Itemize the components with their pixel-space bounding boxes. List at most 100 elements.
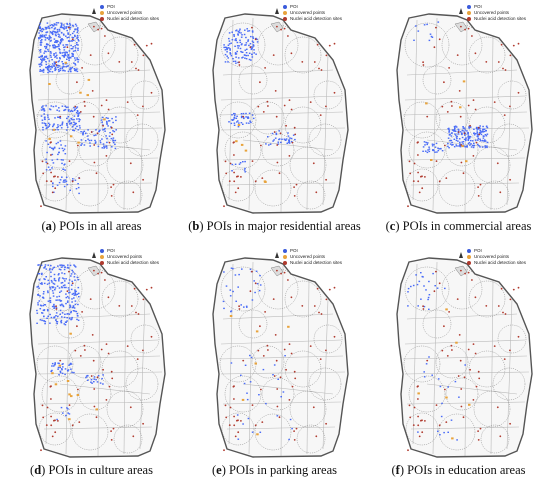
poi-point [38, 287, 40, 289]
detection-site [132, 191, 135, 194]
detection-site [100, 271, 103, 274]
poi-point [57, 45, 59, 48]
poi-point [36, 286, 38, 288]
coverage-circle [492, 123, 526, 157]
detection-site [472, 399, 475, 401]
detection-site [309, 101, 312, 103]
detection-site [233, 424, 236, 427]
poi-point [59, 291, 61, 293]
poi-point [62, 304, 64, 307]
detection-site [259, 81, 261, 84]
poi-point [276, 415, 279, 417]
poi-point [41, 54, 43, 57]
road-line [59, 383, 151, 395]
detection-site [95, 416, 98, 419]
poi-point [53, 147, 56, 149]
poi-point [223, 307, 225, 310]
poi-point [462, 143, 464, 145]
poi-point [79, 119, 81, 121]
coverage-circle [313, 324, 343, 354]
poi-point [447, 431, 449, 433]
poi-point [53, 53, 55, 55]
poi-point [49, 322, 51, 324]
detection-site [509, 422, 511, 425]
poi-point [223, 271, 225, 273]
coverage-circle [41, 131, 79, 169]
poi-point [69, 291, 71, 294]
detection-site [57, 176, 59, 178]
poi-point [71, 293, 74, 295]
poi-point [95, 379, 97, 381]
poi-point [53, 23, 56, 26]
detection-site [40, 205, 42, 208]
poi-point [52, 185, 54, 188]
legend-label: POI [474, 248, 482, 253]
poi-point [62, 412, 64, 414]
detection-site [274, 90, 277, 92]
poi-point [106, 122, 108, 124]
poi-point [73, 30, 75, 33]
road-line [426, 383, 518, 395]
poi-point [72, 292, 75, 295]
poi-point [44, 26, 47, 29]
poi-point [239, 28, 241, 30]
poi-point [55, 307, 58, 309]
road-line [412, 19, 418, 201]
poi-point [48, 282, 51, 284]
detection-site [279, 132, 282, 135]
coverage-circle [473, 146, 511, 184]
poi-point [483, 128, 486, 130]
poi-point [73, 273, 76, 275]
poi-point [473, 132, 476, 134]
detection-site [110, 126, 113, 129]
legend-item: Nuclei acid detection sites [100, 260, 159, 266]
poi-point [459, 143, 461, 145]
poi-point [468, 126, 470, 128]
detection-site [233, 398, 235, 400]
poi-point [72, 55, 74, 57]
poi-point [40, 264, 43, 266]
poi-point [64, 373, 66, 376]
poi-point [226, 48, 228, 51]
poi-point [68, 50, 71, 52]
map-panel-d: POI Uncovered points Nuclei acid detection… [0, 244, 183, 488]
uncovered-point [445, 308, 448, 311]
poi-point [36, 309, 38, 312]
poi-point [45, 31, 47, 34]
poi-point [75, 188, 78, 190]
coverage-circle [220, 22, 266, 68]
poi-point [58, 116, 60, 118]
poi-point [58, 28, 61, 31]
coverage-circle [38, 168, 72, 202]
poi-point [45, 63, 48, 66]
coverage-circle [101, 350, 139, 388]
poi-point [76, 28, 79, 30]
poi-point [44, 265, 46, 268]
panel-caption-text: POIs in major residential areas [203, 219, 361, 233]
poi-point [40, 64, 43, 66]
poi-point [229, 53, 232, 55]
district-boundary [212, 13, 349, 214]
poi-point [56, 158, 59, 161]
coverage-circle [404, 22, 450, 68]
poi-point [73, 371, 75, 374]
poi-point [62, 159, 64, 161]
poi-point [57, 153, 59, 156]
poi-point [93, 381, 95, 383]
poi-point [101, 121, 103, 123]
poi-point [54, 41, 57, 43]
poi-point [407, 287, 410, 290]
detection-site [318, 311, 320, 314]
poi-point [60, 264, 63, 266]
poi-point [245, 44, 247, 46]
poi-point [470, 146, 473, 148]
poi-point [46, 317, 48, 319]
detection-site [59, 115, 62, 118]
poi-point [459, 131, 462, 133]
poi-point [86, 135, 89, 137]
poi-point [463, 127, 466, 129]
detection-site [285, 368, 287, 371]
poi-point [226, 47, 229, 49]
poi-point [39, 35, 42, 37]
uncovered-point [69, 135, 73, 138]
